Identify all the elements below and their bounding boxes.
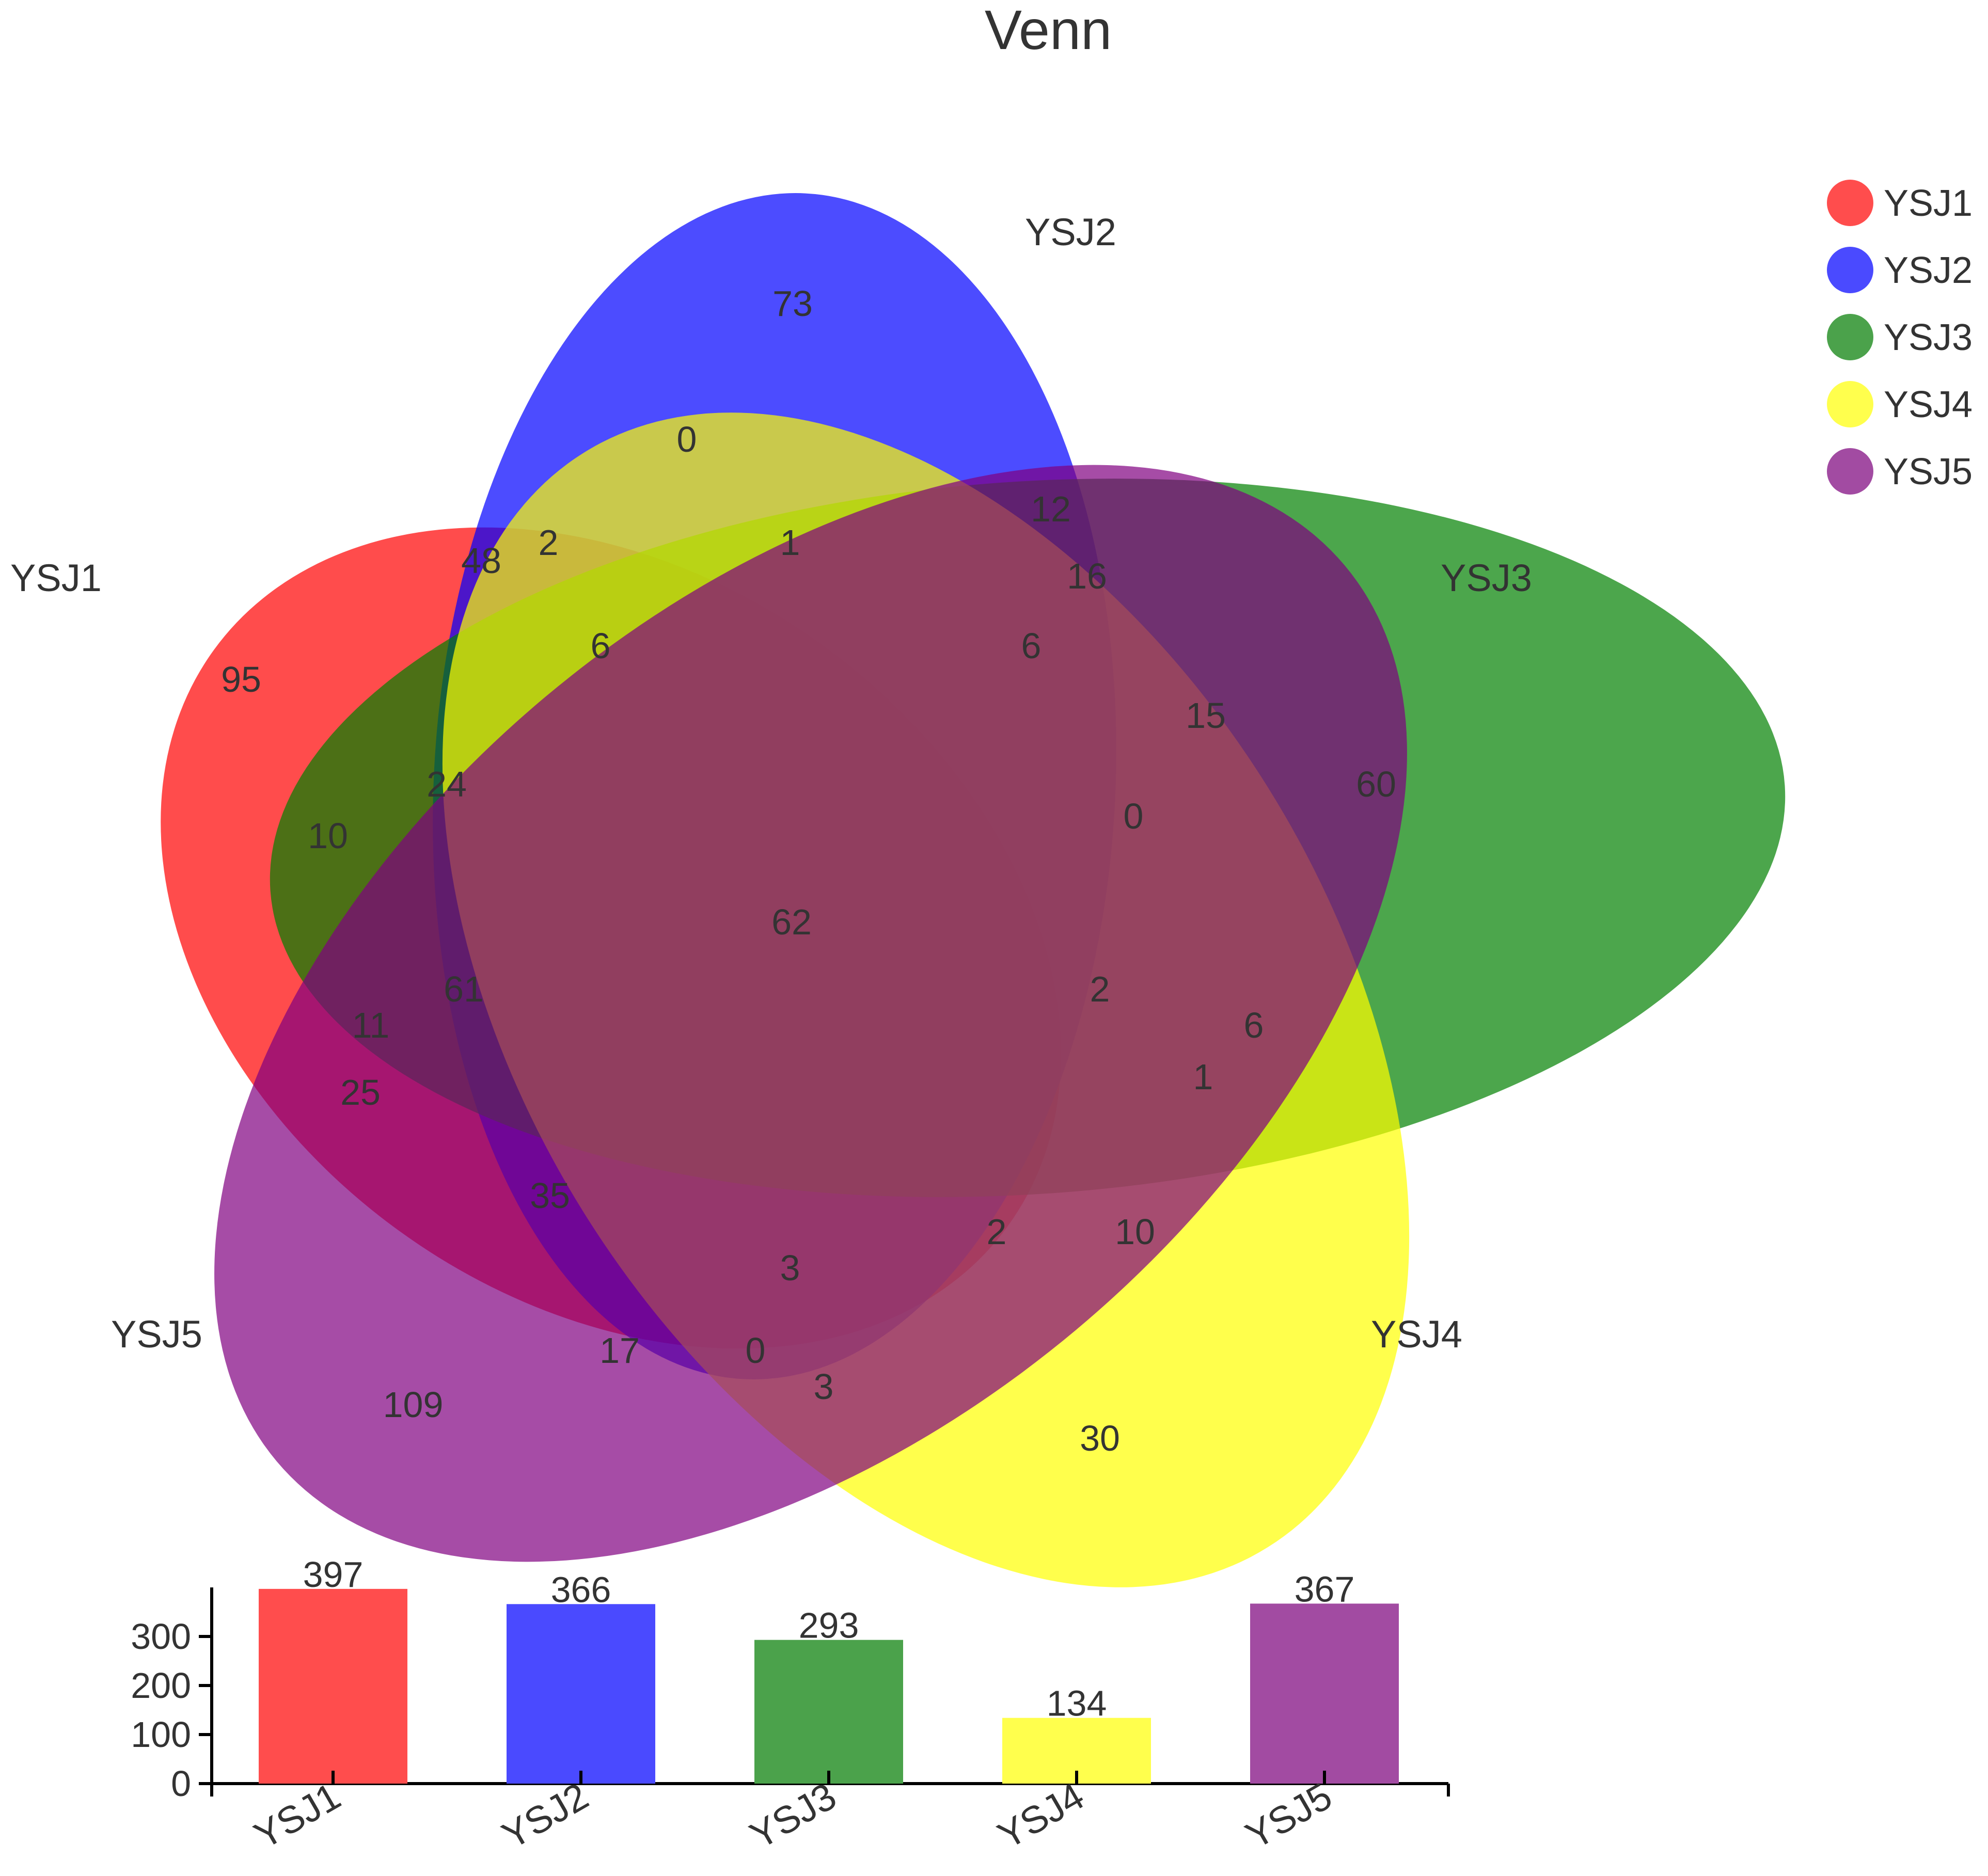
set-label-ysj1: YSJ1	[10, 557, 102, 599]
region-count: 1	[1193, 1057, 1213, 1097]
bar-value-label: 366	[551, 1569, 611, 1610]
region-count: 2	[1090, 969, 1110, 1009]
region-count: 0	[746, 1330, 766, 1371]
region-count: 16	[1067, 556, 1107, 596]
region-count: 6	[1021, 626, 1042, 666]
legend: YSJ1 YSJ2 YSJ3 YSJ4 YSJ5	[1827, 180, 1973, 495]
region-count: 3	[780, 1248, 800, 1288]
x-category-label: YSJ2	[495, 1774, 595, 1857]
region-count: 35	[530, 1175, 570, 1216]
bar-ysj2	[507, 1604, 655, 1784]
region-count: 3	[814, 1366, 834, 1407]
region-count: 109	[383, 1385, 444, 1425]
legend-label-ysj2: YSJ2	[1884, 250, 1973, 291]
region-count: 73	[772, 283, 813, 324]
bar-value-label: 293	[799, 1605, 859, 1646]
legend-swatch-ysj4	[1827, 381, 1873, 427]
region-count: 12	[1031, 489, 1071, 529]
region-count: 0	[677, 419, 697, 459]
set-label-ysj2: YSJ2	[1025, 211, 1116, 253]
set-label-ysj5: YSJ5	[111, 1313, 202, 1356]
bar-ysj3	[754, 1640, 903, 1784]
bar-ysj5	[1250, 1603, 1399, 1784]
x-category-label: YSJ3	[743, 1774, 843, 1857]
region-count: 24	[427, 764, 467, 804]
region-count: 11	[352, 1005, 390, 1045]
legend-swatch-ysj5	[1827, 448, 1873, 495]
region-count: 2	[987, 1212, 1007, 1252]
x-category-label: YSJ4	[990, 1774, 1091, 1857]
x-category-label: YSJ5	[1238, 1774, 1339, 1857]
legend-label-ysj1: YSJ1	[1884, 183, 1973, 224]
region-count: 10	[1115, 1212, 1155, 1252]
bar-value-label: 367	[1295, 1569, 1355, 1609]
region-count: 6	[591, 626, 611, 666]
y-tick-label: 100	[131, 1714, 191, 1755]
region-count: 0	[1124, 796, 1144, 836]
legend-label-ysj3: YSJ3	[1884, 317, 1973, 358]
legend-swatch-ysj3	[1827, 314, 1873, 360]
y-tick-label: 0	[171, 1763, 191, 1804]
legend-swatch-ysj2	[1827, 247, 1873, 293]
region-count: 25	[340, 1072, 381, 1112]
legend-swatch-ysj1	[1827, 180, 1873, 226]
venn-ellipses	[161, 193, 1786, 1587]
region-count: 95	[221, 659, 261, 699]
bar-ysj1	[259, 1588, 407, 1784]
region-count: 61	[444, 969, 484, 1009]
x-category-label: YSJ1	[247, 1774, 348, 1857]
y-axis-ticks: 0 100 200 300	[131, 1616, 212, 1804]
y-tick-label: 300	[131, 1616, 191, 1657]
set-label-ysj3: YSJ3	[1441, 557, 1532, 599]
region-count: 15	[1186, 695, 1226, 736]
venn-region-counts: 73 0 12 1 2 48 16 6 6 95 24 15 60 10 0 6…	[221, 283, 1396, 1458]
legend-label-ysj5: YSJ5	[1884, 451, 1973, 492]
bar-value-label: 134	[1047, 1683, 1107, 1724]
bars: 397 366 293 134 367	[259, 1554, 1399, 1784]
legend-label-ysj4: YSJ4	[1884, 384, 1973, 425]
region-count: 2	[539, 522, 559, 563]
region-count: 60	[1356, 764, 1396, 804]
region-count: 30	[1080, 1418, 1120, 1458]
chart-title: Venn	[985, 0, 1112, 61]
venn-set-ysj5	[214, 465, 1407, 1562]
region-count: 62	[771, 902, 812, 942]
region-count: 48	[461, 540, 501, 581]
region-count: 10	[308, 816, 348, 856]
region-count: 17	[599, 1330, 640, 1371]
y-tick-label: 200	[131, 1665, 191, 1706]
set-label-ysj4: YSJ4	[1371, 1313, 1462, 1356]
bar-value-label: 397	[303, 1554, 364, 1595]
region-count: 1	[780, 522, 800, 563]
set-size-bar-chart: 0 100 200 300 397 366 293 134 367 YSJ1 YSJ2 YSJ3 Y…	[131, 1554, 1450, 1857]
region-count: 6	[1244, 1005, 1264, 1045]
